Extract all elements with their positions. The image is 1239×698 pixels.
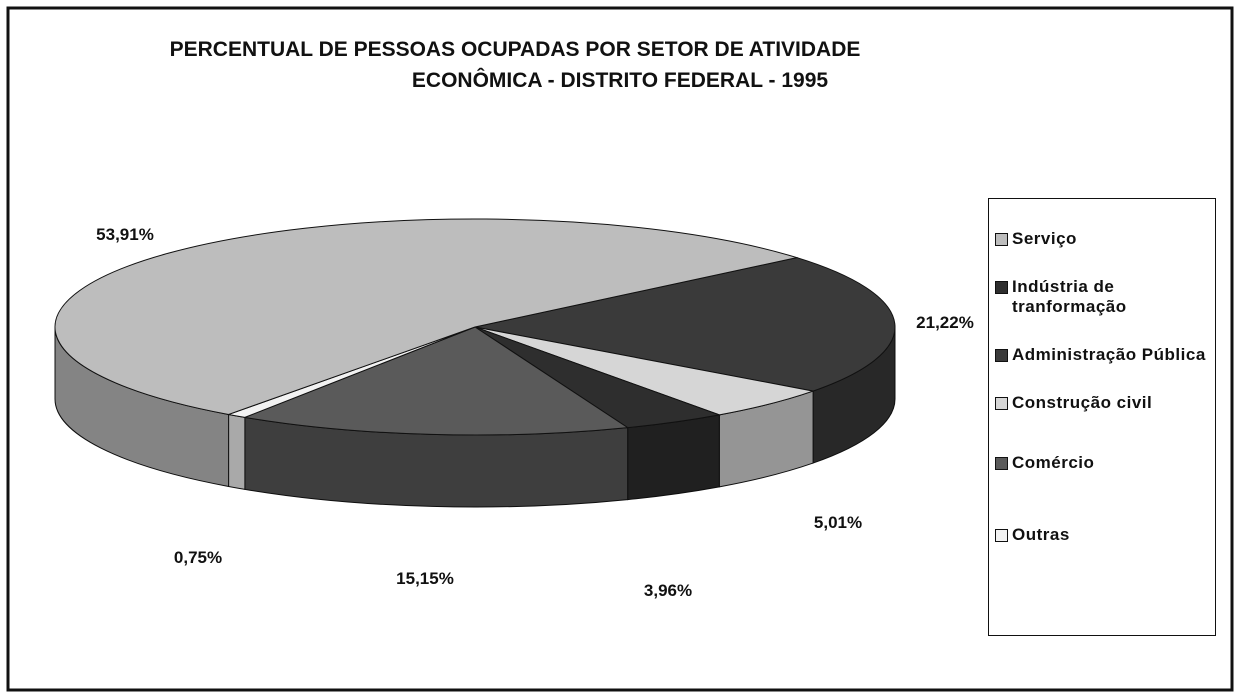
legend-item: Construção civil [995,393,1210,413]
legend-item: Administração Pública [995,345,1210,365]
legend-swatch [995,349,1008,362]
side-shade [55,327,229,487]
frame [6,6,1234,692]
side-shade [719,391,814,487]
data-label: 5,01% [814,513,862,532]
data-label: 15,15% [396,569,454,588]
legend-label: Construção civil [1012,393,1153,412]
side-shade [627,414,720,500]
legend-label: Serviço [1012,229,1077,248]
side-shade [244,417,628,508]
legend-swatch [995,233,1008,246]
legend-label: Comércio [1012,453,1095,472]
chart-title: ECONÔMICA - DISTRITO FEDERAL - 1995 [412,68,828,92]
slice [54,218,799,415]
data-label: 0,75% [174,548,222,567]
side-shade [813,327,895,464]
chart-title: PERCENTUAL DE PESSOAS OCUPADAS POR SETOR… [170,38,861,61]
legend-swatch [995,457,1008,470]
data-label: 53,91% [96,225,154,244]
legend-item: Outras [995,525,1210,545]
legend-swatch [995,281,1008,294]
data-label: 3,96% [644,581,692,600]
legend-swatch [995,529,1008,542]
slice [243,326,630,436]
legend: Serviço Indústria de tranformação Administ… [988,198,1216,636]
side-shade [228,414,245,490]
legend-label: Indústria de tranformação [1012,277,1127,316]
legend-label: Administração Pública [1012,345,1206,364]
legend-item: Serviço [995,229,1210,249]
legend-item: Comércio [995,453,1210,473]
legend-item: Indústria de tranformação [995,277,1210,317]
legend-swatch [995,397,1008,410]
data-label: 21,22% [916,313,974,332]
legend-label: Outras [1012,525,1070,544]
slice [474,257,896,392]
